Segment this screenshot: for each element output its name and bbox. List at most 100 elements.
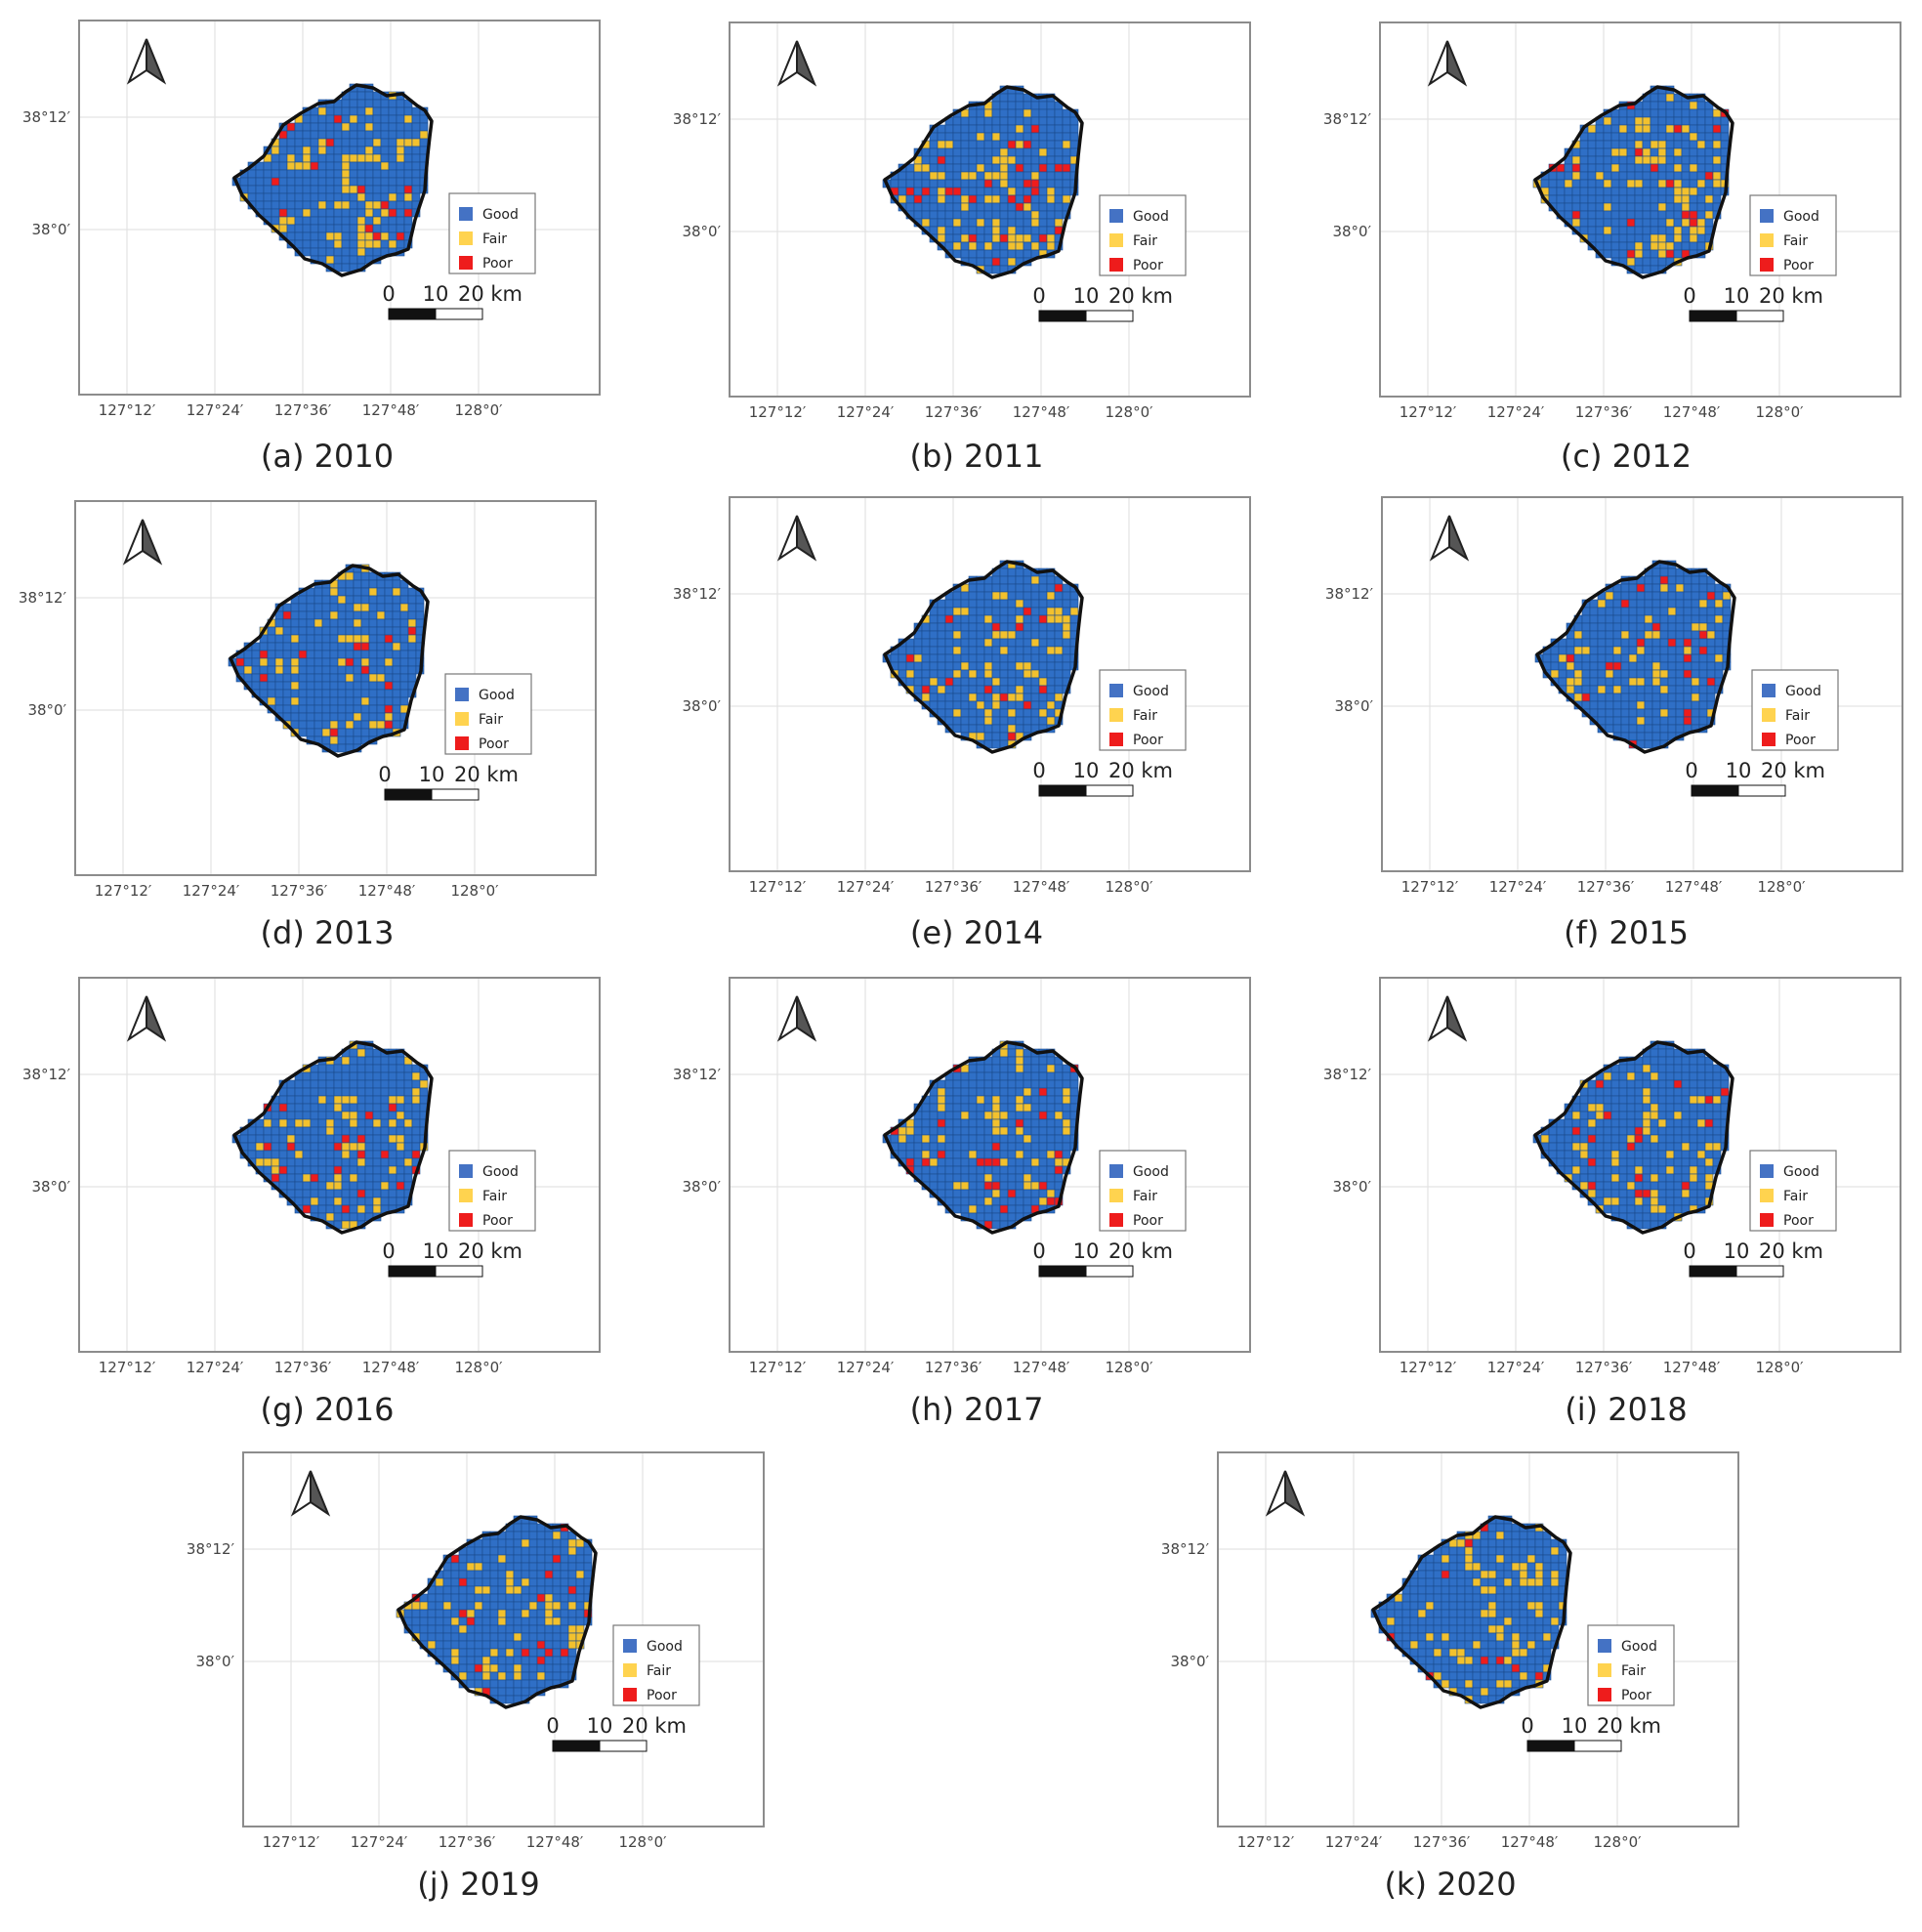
grid-cell-good — [1007, 1126, 1017, 1136]
grid-cell-fair — [407, 618, 417, 628]
grid-cell-good — [310, 1189, 319, 1198]
grid-cell-good — [1038, 622, 1048, 632]
grid-cell-good — [913, 202, 923, 212]
grid-cell-good — [353, 571, 362, 581]
grid-cell-fair — [1610, 147, 1620, 157]
grid-cell-good — [1589, 638, 1599, 648]
grid-cell-good — [1642, 1142, 1651, 1152]
grid-cell-good — [1626, 1079, 1636, 1089]
grid-cell-fair — [325, 1118, 335, 1128]
grid-cell-good — [325, 1157, 335, 1167]
grid-cell-good — [1571, 147, 1581, 157]
y-tick-label: 38°12′ — [1325, 585, 1374, 603]
grid-cell-good — [560, 1538, 569, 1548]
grid-cell-good — [1610, 1111, 1620, 1120]
grid-cell-good — [396, 1118, 405, 1128]
grid-cell-good — [1597, 677, 1607, 687]
grid-cell-good — [1595, 226, 1605, 235]
grid-cell-good — [905, 661, 915, 671]
grid-cell-good — [489, 1640, 499, 1650]
scale-bar: 0 10 20 km — [1032, 284, 1173, 322]
grid-cell-good — [1456, 1554, 1466, 1564]
grid-cell-good — [1015, 218, 1024, 228]
grid-cell-good — [380, 169, 390, 179]
grid-cell-fair — [450, 1648, 460, 1658]
grid-cell-fair — [1519, 1648, 1528, 1658]
grid-cell-good — [1706, 599, 1716, 609]
grid-cell-good — [1603, 218, 1612, 228]
grid-cell-good — [427, 1609, 437, 1618]
grid-cell-good — [1548, 187, 1558, 196]
map-panel-2014: 127°12′ 127°24′ 127°36′ 127°48′ 128°0′ 38°12′… — [673, 496, 1251, 911]
grid-cell-good — [1579, 171, 1589, 181]
grid-cell-good — [1667, 622, 1677, 632]
grid-cell-good — [1526, 1656, 1536, 1665]
grid-cell-good — [513, 1679, 522, 1689]
grid-cell-fair — [983, 241, 993, 251]
grid-cell-good — [1665, 163, 1675, 173]
grid-cell-good — [384, 618, 394, 628]
grid-cell-good — [1675, 693, 1685, 702]
grid-cell-good — [913, 171, 923, 181]
grid-cell-good — [1626, 140, 1636, 149]
grid-cell-good — [913, 187, 923, 196]
grid-cell-good — [290, 712, 300, 722]
grid-cell-good — [1612, 630, 1622, 640]
grid-cell-good — [317, 1197, 327, 1206]
grid-cell-fair — [1642, 155, 1651, 165]
map-panel-2020: 127°12′ 127°24′ 127°36′ 127°48′ 128°0′ 38°12′… — [1161, 1451, 1739, 1867]
grid-cell-good — [1667, 653, 1677, 663]
grid-cell-good — [1054, 630, 1064, 640]
grid-cell-good — [1023, 583, 1032, 593]
grid-cell-good — [1673, 1197, 1683, 1206]
grid-cell-good — [450, 1601, 460, 1611]
grid-cell-good — [1030, 1111, 1040, 1120]
grid-cell-good — [1503, 1640, 1513, 1650]
grid-cell-good — [1526, 1538, 1536, 1548]
grid-cell-good — [1023, 155, 1032, 165]
grid-cell-good — [298, 728, 308, 737]
grid-cell-good — [1659, 716, 1669, 726]
grid-cell-fair — [983, 108, 993, 118]
grid-cell-good — [294, 1087, 304, 1097]
grid-cell-good — [976, 661, 985, 671]
grid-cell-good — [1657, 116, 1667, 126]
watershed-boundary — [397, 1515, 598, 1709]
grid-cell-good — [306, 626, 315, 636]
grid-cell-good — [1433, 1617, 1442, 1626]
grid-cell-good — [267, 650, 276, 659]
grid-cell-good — [505, 1687, 515, 1697]
grid-cell-good — [1689, 1056, 1698, 1066]
x-tick-label: 127°12′ — [263, 1833, 320, 1851]
grid-cell-poor — [341, 1134, 351, 1144]
grid-cell-fair — [513, 1671, 522, 1681]
grid-cell-good — [1681, 1095, 1691, 1105]
grid-cell-fair — [1610, 163, 1620, 173]
grid-cell-good — [1626, 1189, 1636, 1198]
grid-cell-good — [1650, 1212, 1659, 1222]
grid-cell-good — [263, 1134, 272, 1144]
grid-cell-good — [1681, 233, 1691, 243]
grid-cell-fair — [1657, 241, 1667, 251]
grid-cell-good — [247, 1142, 257, 1152]
grid-cell-good — [983, 218, 993, 228]
grid-cell-good — [968, 614, 978, 624]
grid-cell-good — [952, 140, 962, 149]
grid-cell-good — [929, 147, 939, 157]
grid-cell-good — [313, 587, 323, 597]
grid-cell-good — [1683, 583, 1692, 593]
legend-swatch-good — [1109, 209, 1123, 223]
grid-cell-good — [960, 630, 970, 640]
grid-cell-good — [481, 1546, 491, 1556]
grid-cell-good — [356, 255, 366, 265]
grid-cell-fair — [1673, 226, 1683, 235]
grid-cell-good — [1038, 108, 1048, 118]
grid-cell-good — [944, 622, 954, 632]
grid-cell-good — [929, 202, 939, 212]
grid-cell-good — [313, 681, 323, 691]
grid-cell-good — [411, 1079, 421, 1089]
grid-cell-good — [497, 1656, 507, 1665]
grid-cell-good — [1650, 1118, 1659, 1128]
grid-cell-good — [380, 1071, 390, 1081]
grid-cell-good — [337, 728, 347, 737]
